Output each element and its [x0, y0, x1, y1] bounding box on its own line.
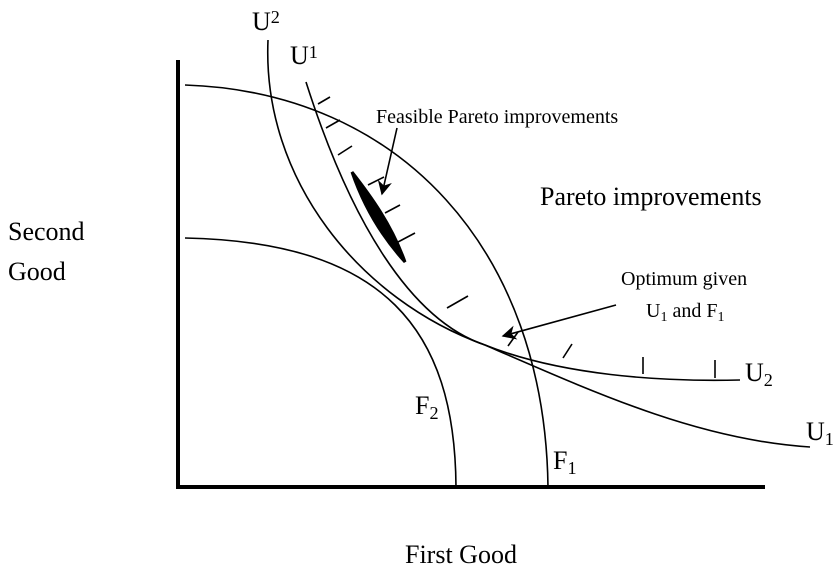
arrow-feasible [377, 127, 398, 196]
label-text: and F [667, 300, 717, 322]
label-text: F [553, 446, 567, 475]
curve-f2 [184, 237, 457, 488]
arrow-optimum [501, 304, 617, 340]
y-axis-label: Good [8, 257, 66, 286]
label-sub: 2 [764, 370, 773, 390]
label-sub: 1 [825, 429, 834, 449]
y-axis-label: Second [8, 217, 85, 246]
optimum-label: Optimum given [621, 268, 747, 290]
label-sub: 1 [567, 458, 576, 478]
label-sub: 1 [309, 42, 318, 62]
label-sub: 1 [717, 310, 724, 325]
curve-label: F2 [415, 391, 439, 423]
optimum-label: U1 and F1 [621, 300, 739, 326]
curve-label: U1 [290, 41, 318, 70]
curve-u1 [305, 81, 811, 448]
label-text: F [415, 391, 429, 420]
label-sub: 1 [660, 310, 667, 325]
curve-label: F1 [553, 446, 577, 478]
feasible-region [350, 171, 407, 264]
label-sub: 2 [429, 403, 438, 423]
hatch-marks [317, 96, 716, 378]
pareto-label: Pareto improvements [540, 182, 762, 211]
curve-f1 [184, 84, 549, 488]
label-sub: 2 [271, 7, 280, 27]
curve-label: U2 [252, 7, 280, 36]
label-text: U [745, 358, 764, 387]
feasible-label: Feasible Pareto improvements [376, 106, 618, 128]
label-text: U [252, 7, 271, 36]
label-text: U [646, 300, 661, 322]
label-text: U [290, 41, 309, 70]
label-text: U [806, 417, 825, 446]
curve-label: U1 [806, 417, 834, 449]
curve-label: U2 [745, 358, 773, 390]
x-axis-label: First Good [405, 540, 517, 569]
